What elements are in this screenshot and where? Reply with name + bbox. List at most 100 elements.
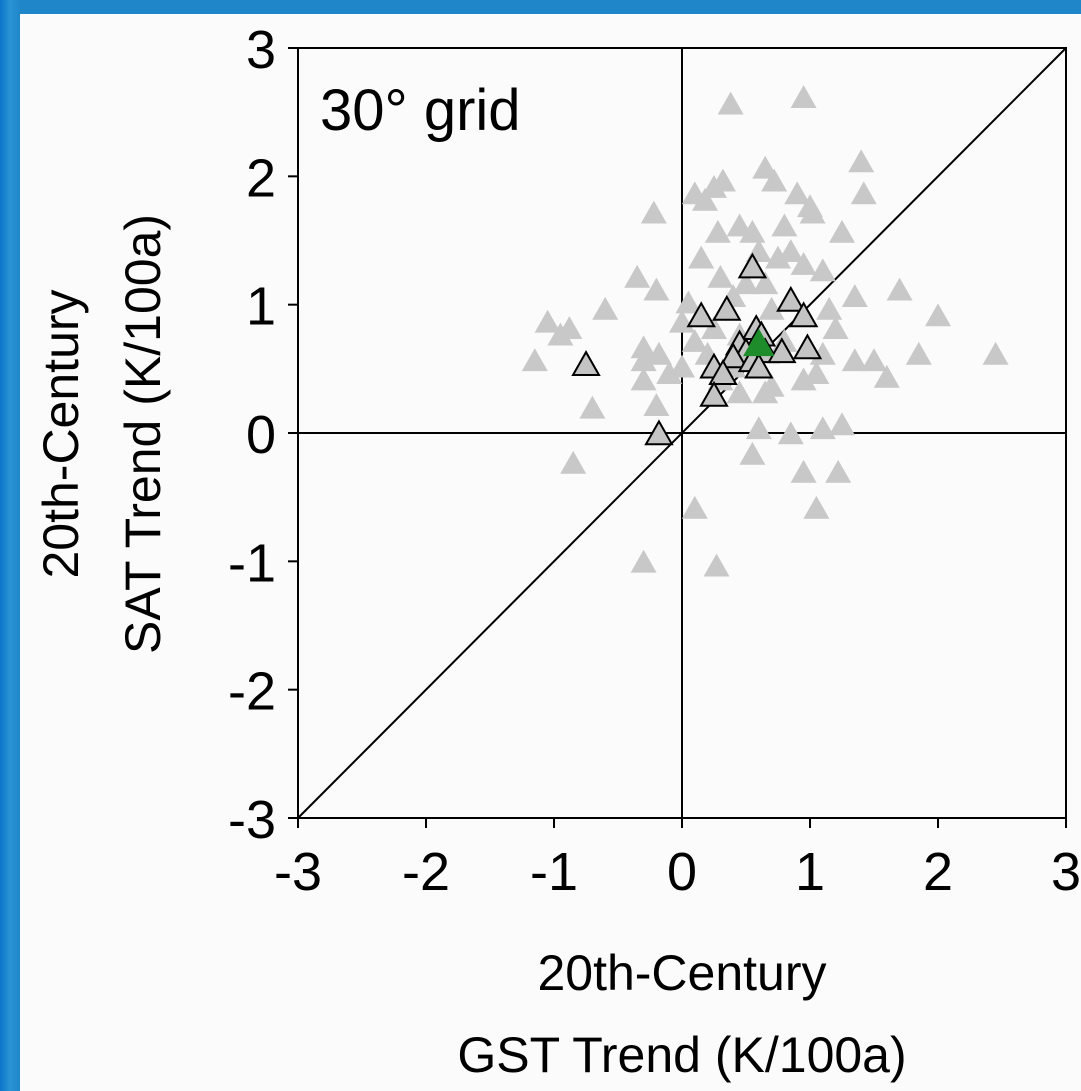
y-axis-title-line-2: SAT Trend (K/100a): [115, 214, 171, 654]
gray-triangle-point: [873, 364, 900, 388]
y-tick-label: -2: [228, 662, 276, 722]
gray-triangle-point: [726, 380, 753, 404]
gray-triangle-point: [739, 219, 766, 243]
gray-triangle-point: [681, 328, 708, 352]
gray-triangle-point: [726, 213, 753, 237]
gray-triangle-point: [640, 200, 667, 224]
y-tick-label: 1: [246, 277, 276, 337]
y-tick-label: 2: [246, 148, 276, 208]
gray-triangle-point: [790, 85, 817, 109]
data-points: [521, 85, 1009, 577]
gray-triangle-point: [630, 367, 657, 391]
gray-triangle-point: [733, 271, 759, 295]
gray-triangle-point: [739, 441, 766, 465]
gray-triangle-point: [630, 549, 657, 573]
gray-triangle-point: [745, 416, 772, 440]
gray-triangle-point: [675, 290, 702, 314]
gray-triangle-point: [809, 416, 836, 440]
gray-triangle-point: [829, 219, 855, 243]
y-tick-label: -1: [228, 533, 276, 593]
gray-triangle-point: [816, 296, 843, 320]
gray-triangle-point: [692, 187, 719, 211]
gray-triangle-point: [624, 264, 651, 288]
reference-lines: [297, 47, 1067, 819]
outlined-triangle-point: [788, 301, 819, 328]
outlined-triangle-point: [737, 252, 768, 279]
x-axis-title-line-1: 20th-Century: [537, 945, 826, 1001]
gray-triangle-point: [709, 168, 736, 192]
gray-triangle-point: [656, 361, 683, 384]
green-triangle-point: [743, 328, 775, 357]
x-tick-label: -1: [530, 842, 578, 902]
x-tick-label: 3: [1051, 842, 1081, 902]
x-tick-label: 2: [923, 842, 953, 902]
y-tick-label: 3: [246, 20, 276, 80]
gray-triangle-point: [752, 271, 779, 295]
gray-triangle-point: [799, 200, 826, 224]
gray-triangle-point: [701, 316, 727, 340]
gray-triangle-point: [643, 393, 670, 417]
outlined-triangle-point: [699, 380, 729, 407]
grid-annotation: 30° grid: [320, 78, 521, 143]
gray-triangle-point: [784, 181, 811, 205]
gray-triangle-point: [707, 264, 734, 288]
gray-triangle-point: [717, 91, 744, 115]
gray-triangle-point: [822, 316, 849, 340]
gray-triangle-point: [905, 341, 932, 365]
gray-triangle-point: [803, 361, 830, 384]
outlined-triangle-point: [744, 352, 774, 379]
axis-ticks: -3 -2 -1 0 1 2 3 3 2 1 0 -1 -2 -3: [228, 20, 1081, 902]
y-tick-label: -3: [228, 790, 276, 850]
gray-triangle-point: [560, 450, 587, 474]
outlined-triangle-point: [571, 350, 601, 376]
gray-triangle-point: [809, 258, 836, 282]
gray-triangle-point: [681, 495, 708, 519]
gray-triangle-point: [777, 421, 804, 445]
gray-triangle-point: [925, 303, 951, 327]
gray-triangle-point: [829, 412, 855, 436]
gray-triangle-point: [765, 245, 791, 269]
gray-triangle-point: [669, 354, 695, 378]
x-tick-label: 1: [795, 842, 825, 902]
gray-triangle-point: [579, 395, 606, 419]
gray-triangle-point: [704, 219, 731, 243]
gray-triangle-point: [790, 367, 817, 391]
x-tick-label: 0: [667, 842, 697, 902]
gray-triangle-point: [758, 296, 785, 320]
one-to-one-line: [297, 47, 1067, 819]
gray-triangle-point: [841, 348, 868, 372]
gray-triangle-point: [850, 181, 877, 205]
x-axis-title-line-2: GST Trend (K/100a): [457, 1027, 906, 1083]
gray-triangle-point: [841, 284, 868, 307]
gray-triangle-point: [521, 348, 548, 372]
outlined-triangle-point: [644, 419, 674, 446]
outlined-triangle-point: [776, 285, 806, 312]
outlined-triangle-point: [767, 337, 797, 364]
gray-triangle-point: [886, 277, 913, 301]
chart-panel: [20, 14, 1081, 1091]
gray-triangle-point: [534, 309, 561, 333]
gray-triangle-point: [688, 245, 715, 269]
gray-triangle-point: [771, 213, 798, 237]
gray-triangle-point: [752, 155, 779, 179]
outlined-triangle-point: [708, 359, 738, 385]
outlined-triangle-point: [718, 342, 748, 369]
outlined-triangle-point: [712, 294, 742, 321]
gray-triangle-point: [825, 459, 852, 483]
gray-triangle-point: [848, 149, 875, 173]
y-axis-title-line-1: 20th-Century: [33, 289, 89, 578]
gray-triangle-point: [547, 322, 574, 346]
gray-triangle-point: [777, 239, 804, 263]
x-tick-label: -3: [274, 842, 322, 902]
gray-triangle-point: [790, 459, 817, 483]
gray-triangle-point: [630, 335, 657, 359]
gray-triangle-point: [790, 251, 817, 275]
gray-triangle-point: [752, 380, 779, 404]
outlined-triangle-point: [792, 333, 823, 360]
gray-triangle-point: [592, 296, 619, 320]
y-tick-label: 0: [246, 405, 276, 465]
gray-triangle-point: [703, 553, 730, 577]
x-tick-label: -2: [402, 842, 450, 902]
outlined-triangle-point: [686, 301, 716, 328]
